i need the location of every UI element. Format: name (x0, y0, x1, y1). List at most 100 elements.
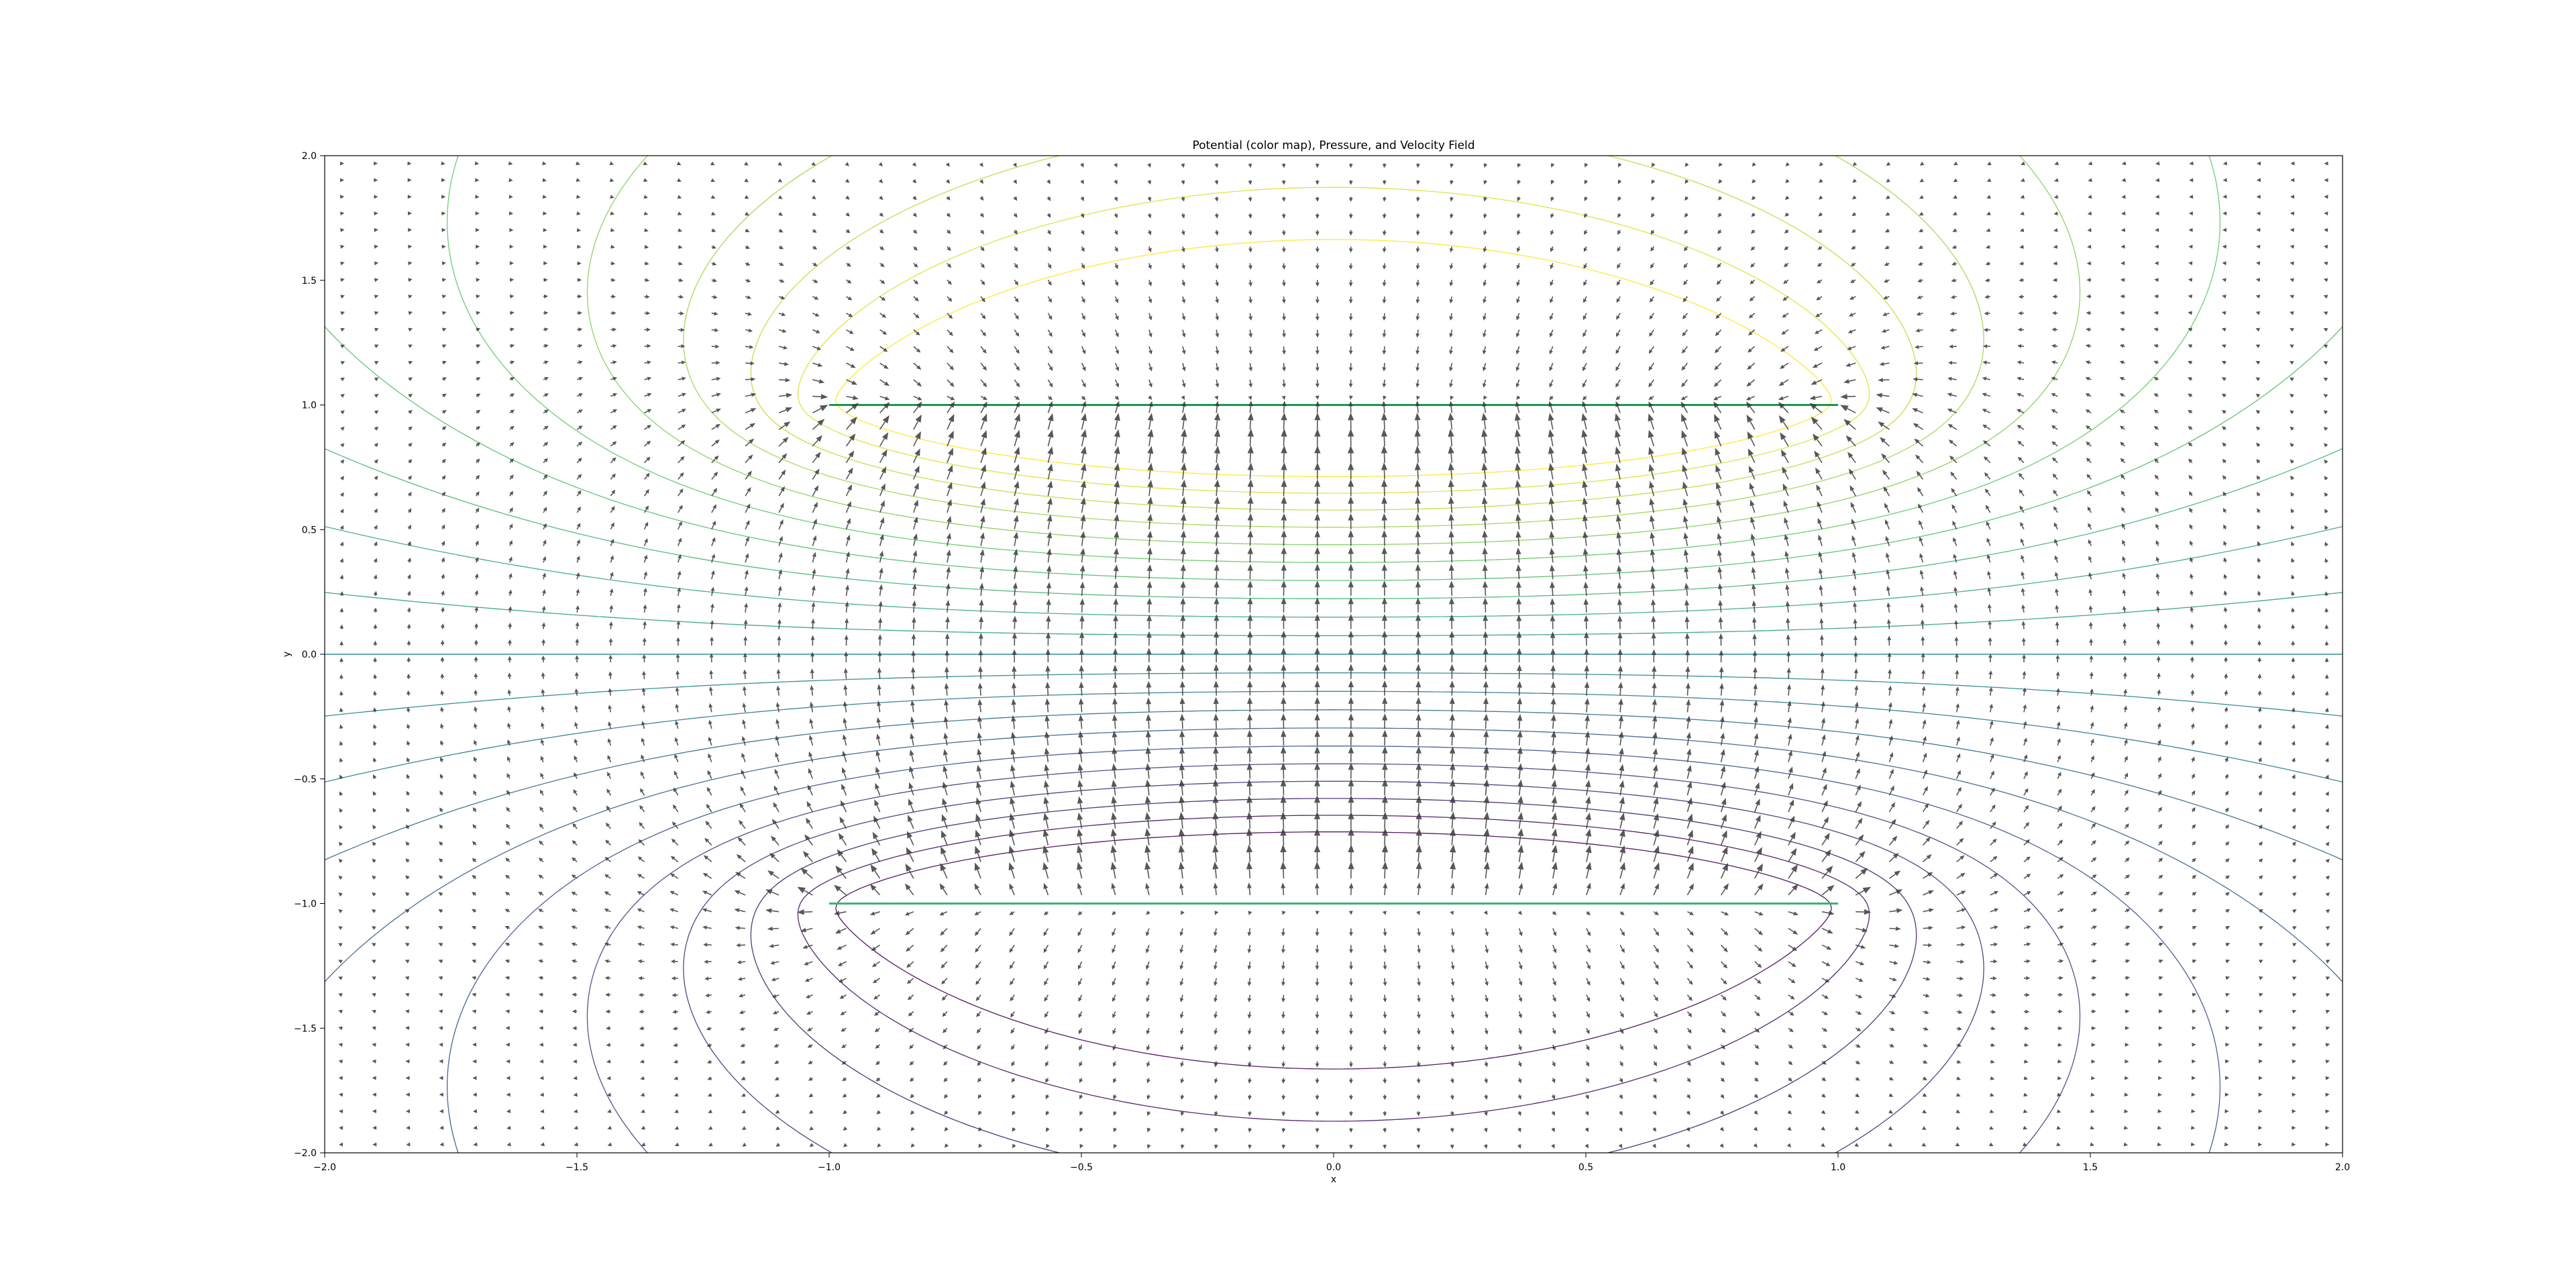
arrow-head (1621, 931, 1625, 937)
arrow-head (1960, 976, 1964, 981)
velocity-arrow (1990, 838, 1997, 846)
arrow-head (338, 1043, 343, 1047)
arrow-shaft (1586, 994, 1589, 998)
arrow-shaft (1990, 858, 1995, 863)
arrow-shaft (912, 1094, 914, 1096)
arrow-shaft (1148, 687, 1150, 696)
velocity-arrow (1855, 1027, 1862, 1031)
arrow-shaft (1788, 854, 1794, 862)
arrow-head (2258, 1059, 2263, 1064)
arrow-shaft (1045, 819, 1049, 829)
arrow-shaft (441, 927, 443, 929)
arrow-shaft (1518, 1094, 1521, 1096)
arrow-shaft (2090, 825, 2094, 829)
velocity-arrow (439, 858, 443, 863)
velocity-arrow (1415, 762, 1422, 779)
arrow-head (1112, 681, 1118, 688)
arrow-head (405, 1109, 410, 1113)
velocity-arrow (1010, 748, 1016, 762)
velocity-arrow (1551, 763, 1557, 779)
arrow-head (1280, 778, 1287, 786)
arrow-head (1042, 829, 1049, 837)
arrow-head (1415, 795, 1422, 803)
velocity-arrow (1788, 782, 1794, 796)
velocity-arrow (1821, 833, 1830, 846)
arrow-head (769, 852, 775, 859)
arrow-head (1551, 828, 1558, 837)
velocity-arrow (2225, 976, 2230, 980)
arrow-shaft (1045, 961, 1049, 966)
velocity-arrow (1989, 703, 1994, 713)
arrow-head (1483, 910, 1488, 915)
arrow-head (1214, 1095, 1218, 1100)
arrow-shaft (1181, 1027, 1183, 1031)
velocity-arrow (737, 976, 746, 981)
arrow-head (2258, 824, 2263, 829)
arrow-shaft (1821, 994, 1826, 998)
arrow-head (2159, 909, 2163, 913)
arrow-shaft (508, 709, 511, 713)
arrow-head (505, 1042, 510, 1047)
arrow-head (604, 909, 609, 913)
velocity-arrow (1078, 698, 1084, 713)
arrow-head (407, 723, 411, 729)
arrow-head (1856, 1027, 1862, 1031)
arrow-shaft (541, 792, 544, 796)
arrow-head (2258, 1043, 2263, 1047)
arrow-head (809, 1143, 814, 1147)
arrow-shaft (1012, 1061, 1015, 1064)
velocity-arrow (1381, 844, 1389, 862)
arrow-head (2224, 1092, 2229, 1097)
arrow-head (605, 1009, 610, 1014)
arrow-head (574, 688, 579, 693)
velocity-arrow (506, 756, 511, 763)
arrow-head (472, 959, 476, 964)
arrow-shaft (910, 978, 914, 982)
arrow-shaft (2259, 894, 2261, 896)
arrow-shaft (743, 756, 746, 762)
velocity-arrow (607, 1109, 612, 1113)
velocity-arrow (2192, 1076, 2196, 1080)
velocity-arrow (674, 1092, 679, 1097)
velocity-arrow (2023, 788, 2029, 796)
velocity-arrow (804, 961, 813, 966)
arrow-shaft (839, 911, 847, 914)
velocity-arrow (574, 1142, 579, 1147)
velocity-arrow (1449, 811, 1456, 829)
velocity-arrow (1517, 779, 1523, 796)
velocity-arrow (1653, 1011, 1658, 1018)
arrow-head (1044, 748, 1050, 755)
arrow-head (2325, 1060, 2330, 1064)
velocity-arrow (1720, 1111, 1725, 1115)
arrow-head (1619, 1094, 1623, 1100)
arrow-head (572, 857, 576, 862)
velocity-arrow (1754, 1094, 1758, 1098)
velocity-arrow (2090, 721, 2094, 729)
velocity-arrow (1315, 961, 1320, 970)
arrow-shaft (943, 853, 948, 862)
arrow-head (1992, 1009, 1996, 1014)
velocity-arrow (541, 705, 545, 713)
velocity-arrow (407, 707, 411, 713)
arrow-shaft (1079, 852, 1083, 862)
arrow-head (705, 1010, 710, 1014)
arrow-head (1281, 882, 1286, 888)
velocity-arrow (405, 992, 410, 997)
arrow-shaft (1586, 1011, 1589, 1015)
velocity-arrow (1955, 1142, 1960, 1147)
arrow-head (1688, 883, 1694, 890)
velocity-arrow (1788, 766, 1793, 779)
velocity-arrow (674, 1076, 678, 1080)
arrow-head (941, 846, 947, 855)
velocity-arrow (1110, 845, 1117, 862)
arrow-shaft (943, 870, 948, 879)
arrow-head (439, 1076, 443, 1080)
arrow-head (1281, 680, 1287, 688)
velocity-arrow (1653, 883, 1659, 896)
arrow-shaft (2057, 741, 2059, 746)
arrow-head (639, 822, 643, 827)
arrow-shaft (574, 825, 578, 829)
arrow-head (1382, 713, 1388, 721)
velocity-arrow (1181, 910, 1185, 915)
velocity-arrow (2224, 1142, 2229, 1147)
